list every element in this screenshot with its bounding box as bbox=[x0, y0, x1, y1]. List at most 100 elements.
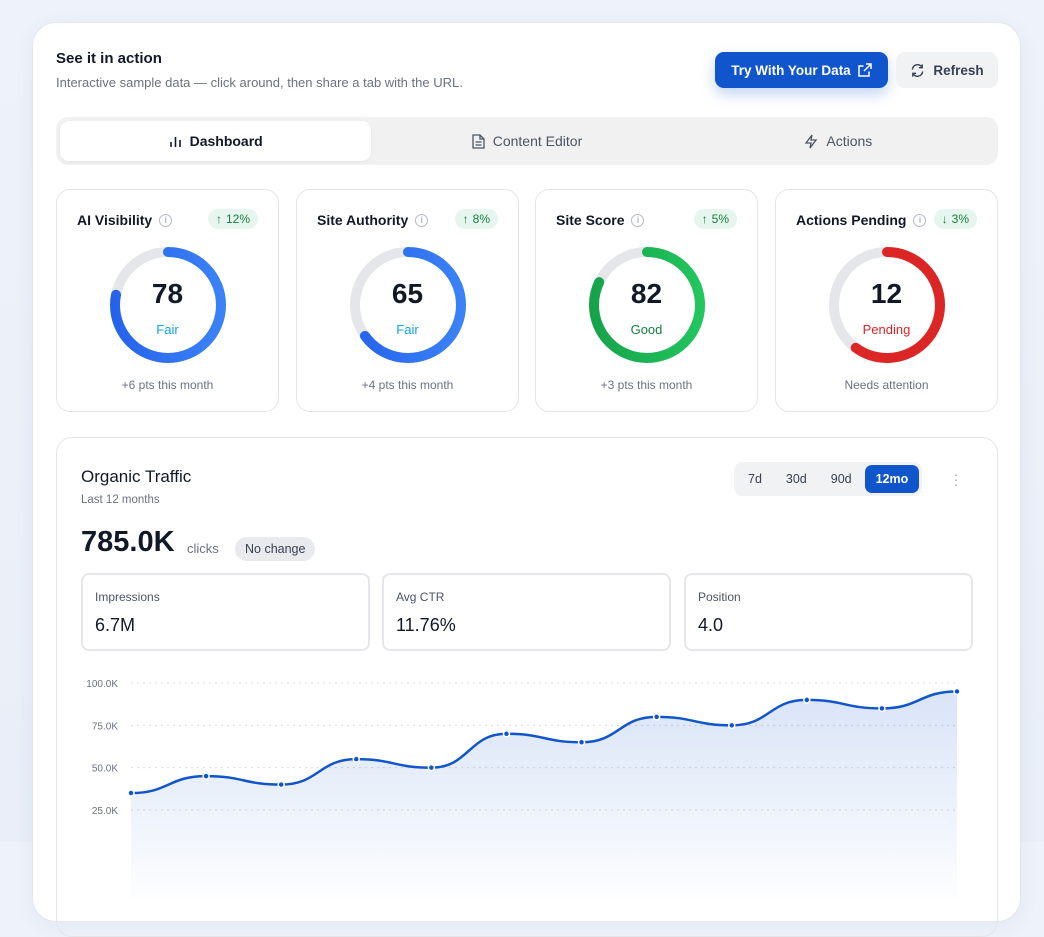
gauge-value: 82 bbox=[630, 278, 663, 309]
tab-label: Dashboard bbox=[189, 133, 263, 149]
range-30d[interactable]: 30d bbox=[785, 472, 807, 486]
section-title: See it in action bbox=[56, 50, 162, 67]
data-point[interactable] bbox=[577, 738, 586, 747]
range-selector: 7d 30d 90d 12mo bbox=[734, 462, 923, 496]
y-tick-label: 50.0K bbox=[92, 764, 118, 775]
data-point[interactable] bbox=[427, 763, 436, 772]
info-icon[interactable]: i bbox=[631, 213, 645, 227]
card-footnote: +4 pts this month bbox=[361, 378, 454, 392]
stat-label: Avg CTR bbox=[396, 590, 445, 604]
stat-value: 4.0 bbox=[698, 615, 724, 635]
stat-label: Position bbox=[698, 590, 741, 604]
change-value: 3% bbox=[951, 212, 969, 226]
metric-card[interactable]: Site Score i ↑ 5% 82 Good +3 pts this mont… bbox=[535, 189, 758, 412]
try-with-your-data-button[interactable]: Try With Your Data bbox=[715, 52, 888, 88]
card-title: AI Visibility i bbox=[77, 212, 173, 228]
traffic-chart: 100.0K 75.0K 50.0K 25.0K bbox=[86, 679, 961, 898]
refresh-icon bbox=[912, 63, 924, 77]
area-fill bbox=[131, 691, 957, 898]
data-point[interactable] bbox=[352, 755, 361, 763]
more-options-icon[interactable]: · · · bbox=[953, 466, 959, 492]
info-icon[interactable]: i bbox=[415, 213, 429, 227]
y-tick-label: 100.0K bbox=[86, 679, 118, 690]
traffic-subtitle: Last 12 months bbox=[81, 494, 160, 506]
gauge-status: Fair bbox=[156, 322, 179, 337]
info-icon[interactable]: i bbox=[913, 213, 927, 227]
range-7d[interactable]: 7d bbox=[748, 472, 762, 486]
range-12mo[interactable]: 12mo bbox=[864, 465, 920, 493]
tab-label: Actions bbox=[826, 133, 873, 149]
refresh-button[interactable]: Refresh bbox=[896, 52, 998, 88]
gauge-status: Good bbox=[630, 322, 663, 337]
card-footnote: +6 pts this month bbox=[121, 378, 214, 392]
view-tabs: Dashboard Content Editor Actions bbox=[56, 117, 998, 165]
card-footnote: Needs attention bbox=[844, 378, 929, 392]
data-point[interactable] bbox=[127, 789, 135, 797]
data-point[interactable] bbox=[202, 772, 210, 780]
lightning-icon bbox=[805, 134, 818, 148]
change-badge: ↑ 8% bbox=[454, 209, 498, 229]
gauge-ring bbox=[110, 247, 226, 363]
card-title-text: AI Visibility bbox=[77, 212, 153, 228]
gauge-status: Fair bbox=[396, 322, 419, 337]
data-point[interactable] bbox=[803, 696, 811, 704]
gauge-fill bbox=[110, 247, 226, 363]
gauge-ring bbox=[350, 247, 466, 363]
gauge-value: 12 bbox=[870, 278, 903, 309]
change-badge: ↑ 5% bbox=[693, 209, 737, 229]
gauge-ring bbox=[829, 247, 945, 363]
gauge-fill bbox=[829, 247, 945, 363]
section-subtitle: Interactive sample data — click around, … bbox=[56, 75, 463, 90]
metric-card[interactable]: Site Authority i ↑ 8% 65 Fair +4 pts this … bbox=[296, 189, 519, 412]
tab-content-editor[interactable]: Content Editor bbox=[371, 121, 682, 161]
metric-card[interactable]: AI Visibility i ↑ 12% 78 Fair +6 pts this … bbox=[56, 189, 279, 412]
change-value: 8% bbox=[472, 212, 490, 226]
change-badge: No change bbox=[235, 537, 316, 561]
gauge-fill bbox=[350, 247, 466, 363]
document-icon bbox=[472, 133, 485, 149]
card-title: Site Score i bbox=[556, 212, 645, 228]
gauge-fill bbox=[589, 247, 705, 363]
gauge-status: Pending bbox=[862, 322, 911, 337]
card-title-text: Site Score bbox=[556, 212, 625, 228]
tab-actions[interactable]: Actions bbox=[683, 121, 994, 161]
data-point[interactable] bbox=[502, 730, 511, 738]
traffic-title: Organic Traffic bbox=[81, 467, 192, 486]
clicks-unit: clicks bbox=[187, 541, 219, 556]
external-link-icon bbox=[857, 63, 872, 77]
data-point[interactable] bbox=[652, 713, 661, 721]
stat-label: Impressions bbox=[95, 590, 160, 604]
change-badge: ↓ 3% bbox=[933, 209, 977, 229]
data-point[interactable] bbox=[727, 721, 736, 730]
gauge-value: 65 bbox=[391, 278, 424, 309]
gauge-value: 78 bbox=[151, 278, 184, 309]
info-icon[interactable]: i bbox=[159, 213, 173, 227]
bar-chart-icon bbox=[169, 136, 181, 147]
tab-dashboard[interactable]: Dashboard bbox=[60, 121, 372, 161]
organic-traffic-card: Organic Traffic Last 12 months 7d 30d 90… bbox=[56, 437, 998, 937]
stat-position: Position 4.0 bbox=[684, 573, 973, 651]
card-title: Actions Pending i bbox=[796, 212, 927, 228]
gauge-ring bbox=[589, 247, 705, 363]
card-title-text: Site Authority bbox=[317, 212, 409, 228]
arrow-up-icon: ↑ bbox=[701, 212, 708, 226]
data-point[interactable] bbox=[277, 780, 285, 789]
card-footnote: +3 pts this month bbox=[600, 378, 693, 392]
arrow-up-icon: ↑ bbox=[215, 212, 222, 226]
stat-avg-ctr: Avg CTR 11.76% bbox=[382, 573, 671, 651]
range-90d[interactable]: 90d bbox=[830, 472, 852, 486]
y-tick-label: 75.0K bbox=[92, 721, 118, 732]
change-value: 5% bbox=[711, 212, 729, 226]
demo-panel: See it in action Interactive sample data… bbox=[32, 22, 1021, 937]
card-title-text: Actions Pending bbox=[796, 212, 907, 228]
data-point[interactable] bbox=[878, 704, 886, 713]
stat-impressions: Impressions 6.7M bbox=[81, 573, 370, 651]
metric-card[interactable]: Actions Pending i ↓ 3% 12 Pending Needs at… bbox=[775, 189, 998, 412]
card-title: Site Authority i bbox=[317, 212, 429, 228]
arrow-up-icon: ↑ bbox=[462, 212, 469, 226]
y-tick-label: 25.0K bbox=[92, 806, 118, 817]
arrow-down-icon: ↓ bbox=[941, 212, 948, 226]
data-point[interactable] bbox=[953, 687, 961, 696]
tab-label: Content Editor bbox=[492, 133, 583, 149]
change-value: 12% bbox=[225, 212, 250, 226]
